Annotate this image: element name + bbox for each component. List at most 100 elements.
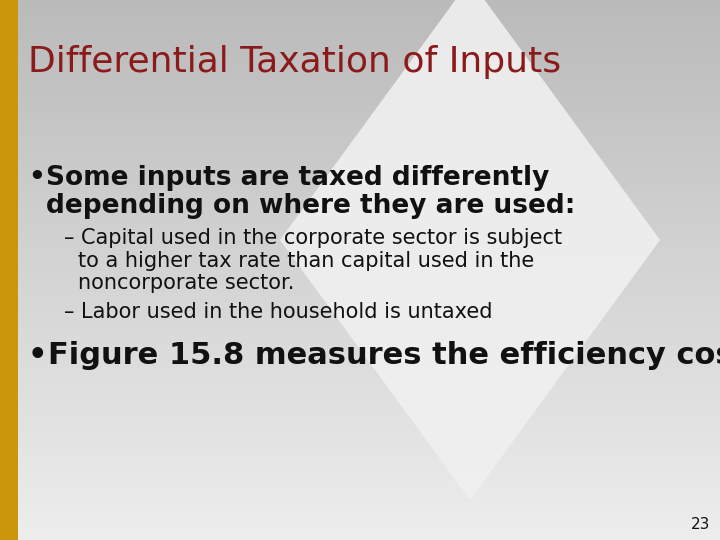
Bar [0,178,720,184]
Text: depending on where they are used:: depending on where they are used: [46,193,575,219]
Bar [0,0,18,540]
Bar [0,324,720,329]
Bar [0,194,720,200]
Bar [0,238,720,243]
Bar [0,346,720,351]
Bar [0,319,720,324]
Bar [0,292,720,297]
Bar [0,5,720,11]
Bar [0,227,720,232]
Bar [0,497,720,502]
Bar [0,400,720,405]
Bar [0,410,720,416]
Bar [0,329,720,335]
Bar [0,464,720,470]
Bar [0,281,720,286]
Bar [0,432,720,437]
Bar [0,216,720,221]
Bar [0,108,720,113]
Bar [0,189,720,194]
Bar [0,27,720,32]
Text: Figure 15.8 measures the efficiency cost: Figure 15.8 measures the efficiency cost [48,341,720,370]
Bar [0,275,720,281]
Bar [0,286,720,292]
Bar [0,11,720,16]
Bar [0,205,720,211]
Bar [0,135,720,140]
Bar [0,124,720,130]
Bar [0,475,720,481]
Bar [0,340,720,346]
Text: to a higher tax rate than capital used in the: to a higher tax rate than capital used i… [78,251,534,271]
Bar [0,254,720,259]
Bar [0,173,720,178]
Bar [0,211,720,216]
Bar [0,43,720,49]
Text: Some inputs are taxed differently: Some inputs are taxed differently [46,165,549,191]
Bar [0,389,720,394]
Bar [0,81,720,86]
Text: – Labor used in the household is untaxed: – Labor used in the household is untaxed [64,302,492,322]
Bar [0,513,720,518]
Bar [0,76,720,81]
Bar [0,248,720,254]
Bar [0,394,720,400]
Bar [0,243,720,248]
Bar [0,65,720,70]
Text: Differential Taxation of Inputs: Differential Taxation of Inputs [28,45,561,79]
Bar [0,362,720,367]
Bar [0,157,720,162]
Bar [0,270,720,275]
Bar [0,167,720,173]
Bar [0,97,720,103]
Bar [0,308,720,313]
Bar [0,162,720,167]
Bar [0,405,720,410]
Bar [0,367,720,373]
Bar [0,221,720,227]
Bar [0,92,720,97]
Bar [0,259,720,265]
Bar [0,0,720,5]
Bar [0,448,720,454]
Bar [0,486,720,491]
Bar [0,16,720,22]
Bar [0,437,720,443]
Bar [0,232,720,238]
Bar [0,297,720,302]
Bar [0,524,720,529]
Bar [0,140,720,146]
Bar [0,184,720,189]
Bar [0,265,720,270]
Bar [0,103,720,108]
Bar [0,459,720,464]
Bar [0,518,720,524]
Bar [0,529,720,535]
Text: •: • [28,165,45,191]
Bar [0,151,720,157]
Bar [0,427,720,432]
Bar [0,443,720,448]
Bar [0,356,720,362]
Bar [0,416,720,421]
Bar [0,351,720,356]
Bar [0,373,720,378]
Bar [0,378,720,383]
Bar [0,70,720,76]
Text: – Capital used in the corporate sector is subject: – Capital used in the corporate sector i… [64,228,562,248]
Bar [0,146,720,151]
Bar [0,59,720,65]
Bar [0,22,720,27]
Bar [0,535,720,540]
Bar [0,49,720,54]
Bar [0,32,720,38]
Bar [0,313,720,319]
Text: noncorporate sector.: noncorporate sector. [78,273,294,293]
Bar [0,113,720,119]
Bar [0,508,720,513]
Bar [0,502,720,508]
Bar [0,119,720,124]
Polygon shape [280,0,660,500]
Bar [0,481,720,486]
Bar [0,491,720,497]
